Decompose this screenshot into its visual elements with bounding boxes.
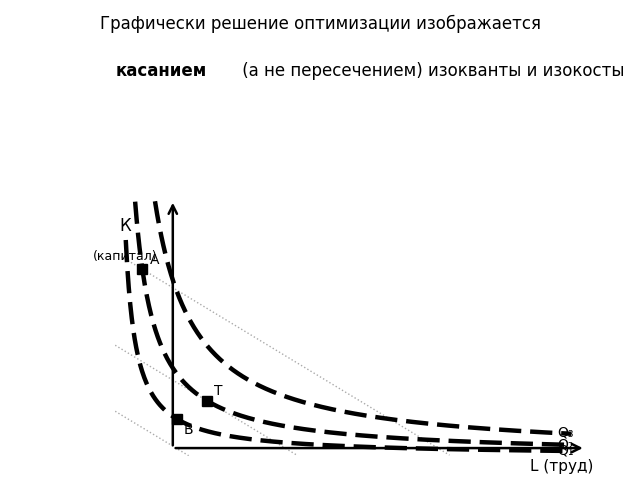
Text: К: К bbox=[119, 216, 131, 235]
Text: T: T bbox=[214, 384, 223, 398]
Text: Q₁: Q₁ bbox=[557, 444, 573, 458]
Text: A: A bbox=[150, 252, 159, 266]
Text: Q₂: Q₂ bbox=[557, 437, 573, 451]
Text: касанием: касанием bbox=[115, 62, 207, 80]
Text: L (труд): L (труд) bbox=[531, 459, 594, 474]
Text: (а не пересечением) изокванты и изокосты: (а не пересечением) изокванты и изокосты bbox=[237, 62, 624, 80]
Text: Q₃: Q₃ bbox=[557, 426, 573, 440]
Text: Графически решение оптимизации изображается: Графически решение оптимизации изображае… bbox=[99, 14, 541, 33]
Text: (капитал): (капитал) bbox=[93, 250, 157, 263]
Text: B: B bbox=[184, 423, 193, 437]
